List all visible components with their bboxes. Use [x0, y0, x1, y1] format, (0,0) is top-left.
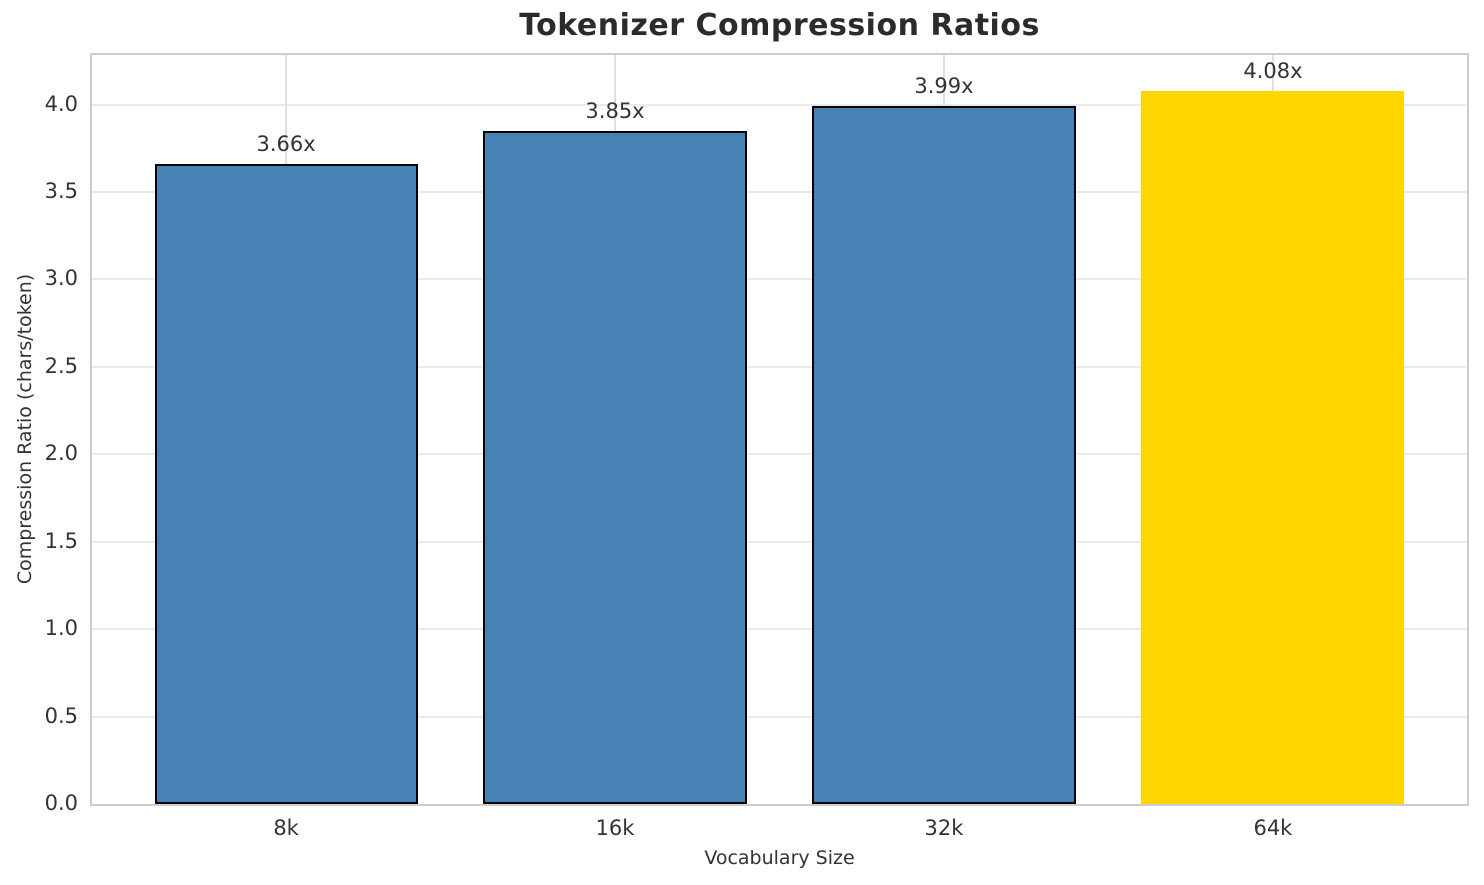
y-tick-label: 4.0 — [44, 91, 78, 116]
bar-value-label: 3.66x — [256, 132, 316, 157]
horizontal-gridline — [92, 453, 1467, 456]
bar-32k — [812, 106, 1076, 804]
y-axis-label: Compression Ratio (chars/token) — [14, 273, 36, 585]
horizontal-gridline — [92, 540, 1467, 543]
chart-title: Tokenizer Compression Ratios — [519, 8, 1040, 43]
bar-8k — [154, 164, 418, 804]
x-tick-label: 64k — [1253, 816, 1293, 840]
y-tick-label: 1.5 — [44, 528, 78, 553]
y-tick-label: 1.0 — [44, 616, 78, 641]
y-tick-label: 2.0 — [44, 441, 78, 466]
bar-value-label: 3.99x — [914, 74, 974, 99]
horizontal-gridline — [92, 628, 1467, 631]
horizontal-gridline — [92, 365, 1467, 368]
plot-area — [90, 53, 1469, 806]
y-tick-label: 0.0 — [44, 791, 78, 815]
bar-64k — [1141, 90, 1405, 804]
horizontal-gridline — [92, 715, 1467, 718]
x-axis-label: Vocabulary Size — [704, 847, 855, 869]
x-tick-label: 8k — [273, 816, 299, 840]
y-tick-label: 3.0 — [44, 266, 78, 291]
y-tick-label: 2.5 — [44, 353, 78, 378]
bar-value-label: 4.08x — [1243, 58, 1303, 83]
horizontal-gridline — [92, 278, 1467, 281]
x-tick-label: 32k — [924, 816, 964, 840]
horizontal-gridline — [92, 103, 1467, 106]
horizontal-gridline — [92, 191, 1467, 194]
y-tick-label: 0.5 — [44, 703, 78, 728]
y-tick-label: 3.5 — [44, 179, 78, 204]
x-tick-label: 16k — [595, 816, 635, 840]
bar-value-label: 3.85x — [585, 98, 645, 123]
bar-16k — [483, 130, 747, 804]
